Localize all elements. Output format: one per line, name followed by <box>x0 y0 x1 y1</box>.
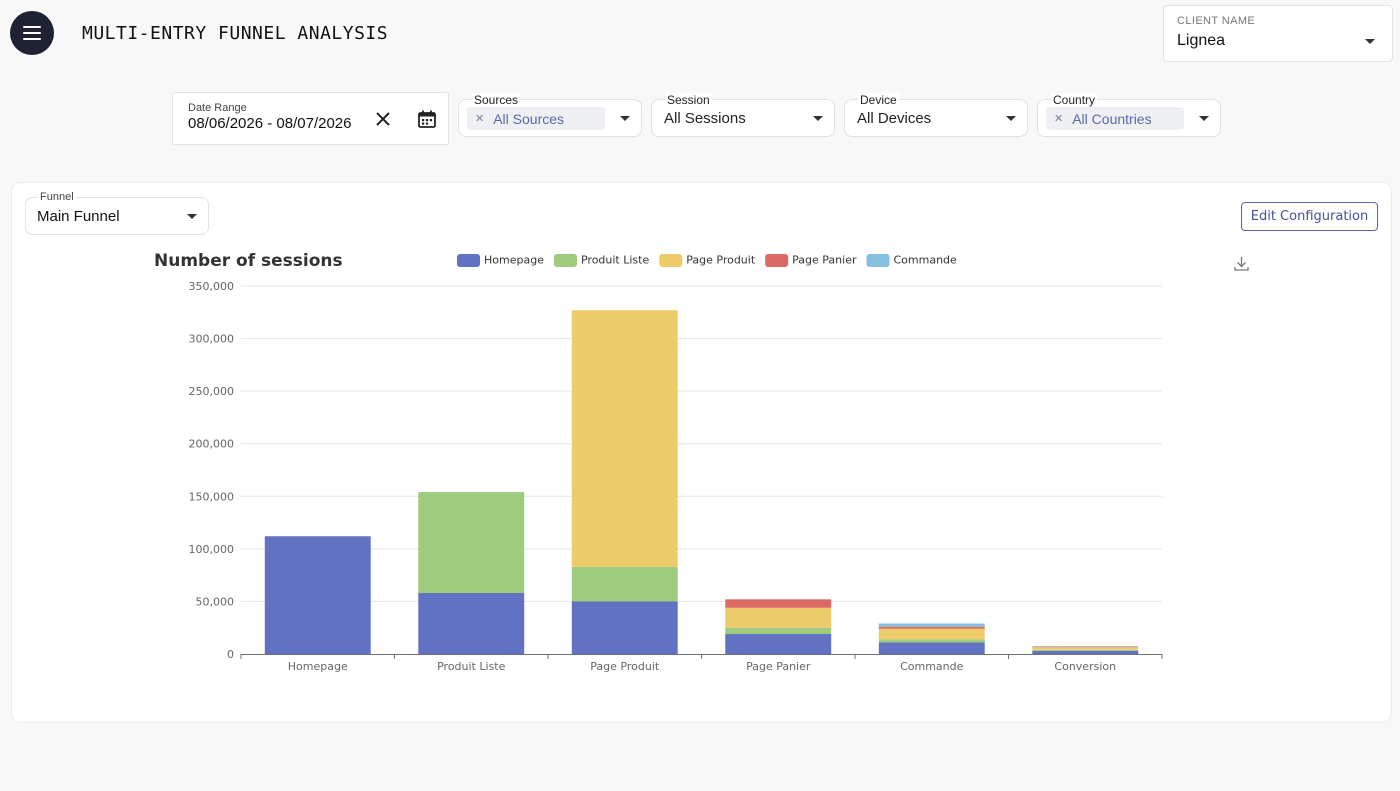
y-tick-label: 0 <box>227 648 234 661</box>
remove-chip-icon[interactable]: ✕ <box>1054 113 1064 125</box>
date-range-value: 08/06/2026 - 08/07/2026 <box>188 115 352 132</box>
legend-item[interactable]: Homepage <box>484 254 544 267</box>
x-tick-label: Conversion <box>1054 660 1116 673</box>
chart-card <box>11 182 1392 723</box>
legend-item[interactable]: Commande <box>893 254 957 267</box>
sources-chip[interactable]: ✕ All Sources <box>467 107 605 130</box>
session-value: All Sessions <box>664 110 746 127</box>
bar-segment[interactable] <box>725 634 832 654</box>
x-tick-label: Produit Liste <box>437 660 505 673</box>
calendar-icon[interactable] <box>417 109 437 129</box>
bar-segment[interactable] <box>1032 647 1139 650</box>
legend-swatch[interactable] <box>553 254 577 267</box>
sources-chip-label: All Sources <box>493 110 565 127</box>
legend-item[interactable]: Produit Liste <box>581 254 649 267</box>
bar-segment[interactable] <box>418 492 525 594</box>
x-tick-label: Commande <box>900 660 964 673</box>
chevron-down-icon <box>1199 116 1209 121</box>
client-name-select[interactable]: CLIENT NAME Lignea <box>1163 5 1393 62</box>
chevron-down-icon <box>1006 116 1016 121</box>
chevron-down-icon <box>187 214 197 219</box>
bar-segment[interactable] <box>571 310 678 567</box>
sources-label: Sources <box>472 93 521 107</box>
country-select[interactable]: Country ✕ All Countries <box>1037 93 1221 137</box>
chevron-down-icon <box>1365 39 1375 44</box>
date-range-label: Date Range <box>188 102 247 114</box>
bar-segment[interactable] <box>878 623 985 627</box>
legend-swatch[interactable] <box>765 254 789 267</box>
x-tick-label: Homepage <box>288 660 348 673</box>
bar-segment[interactable] <box>1032 649 1139 651</box>
close-icon[interactable] <box>374 110 392 128</box>
y-tick-label: 350,000 <box>189 280 235 293</box>
device-select[interactable]: Device All Devices <box>844 93 1028 137</box>
bar-segment[interactable] <box>1032 646 1139 647</box>
funnel-label: Funnel <box>38 191 76 203</box>
chevron-down-icon <box>813 116 823 121</box>
bar-segment[interactable] <box>878 639 985 643</box>
y-tick-label: 250,000 <box>189 385 235 398</box>
bar-segment[interactable] <box>264 536 371 654</box>
bar-segment[interactable] <box>725 607 832 628</box>
bar-segment[interactable] <box>1032 646 1139 648</box>
bar-segment[interactable] <box>725 627 832 635</box>
country-chip-label: All Countries <box>1072 110 1152 127</box>
x-tick-label: Page Panier <box>746 660 811 673</box>
hamburger-menu-icon <box>23 26 41 40</box>
funnel-select[interactable]: Funnel Main Funnel <box>25 191 209 235</box>
y-tick-label: 200,000 <box>189 438 235 451</box>
menu-button[interactable] <box>10 11 54 55</box>
client-name-label: CLIENT NAME <box>1177 15 1256 27</box>
device-label: Device <box>858 93 899 107</box>
y-tick-label: 150,000 <box>189 490 235 503</box>
sources-select[interactable]: Sources ✕ All Sources <box>458 93 642 137</box>
session-label: Session <box>665 93 712 107</box>
bar-segment[interactable] <box>878 628 985 640</box>
legend-swatch[interactable] <box>659 254 683 267</box>
bar-segment[interactable] <box>878 642 985 654</box>
chart-title: Number of sessions <box>154 251 343 271</box>
bar-segment[interactable] <box>725 599 832 608</box>
chevron-down-icon <box>620 116 630 121</box>
bar-segment[interactable] <box>571 566 678 602</box>
country-label: Country <box>1051 93 1098 107</box>
y-tick-label: 100,000 <box>189 543 235 556</box>
remove-chip-icon[interactable]: ✕ <box>475 113 485 125</box>
legend-swatch[interactable] <box>866 254 890 267</box>
x-tick-label: Page Produit <box>590 660 660 673</box>
bar-segment[interactable] <box>418 593 525 654</box>
legend-item[interactable]: Page Produit <box>686 254 756 267</box>
legend-item[interactable]: Page Panier <box>792 254 857 267</box>
country-chip[interactable]: ✕ All Countries <box>1046 107 1184 130</box>
download-icon[interactable] <box>1233 255 1250 272</box>
bar-segment[interactable] <box>1032 650 1139 654</box>
legend-swatch[interactable] <box>457 254 480 267</box>
client-name-value: Lignea <box>1177 32 1226 49</box>
date-range-picker[interactable]: Date Range 08/06/2026 - 08/07/2026 <box>172 92 449 145</box>
y-tick-label: 50,000 <box>196 595 235 608</box>
bar-segment[interactable] <box>571 601 678 654</box>
session-select[interactable]: Session All Sessions <box>651 93 835 137</box>
bar-segment[interactable] <box>878 626 985 629</box>
device-value: All Devices <box>857 110 932 127</box>
edit-configuration-button[interactable]: Edit Configuration <box>1241 202 1378 231</box>
funnel-value: Main Funnel <box>37 208 120 225</box>
page-title: MULTI-ENTRY FUNNEL ANALYSIS <box>82 23 389 44</box>
y-tick-label: 300,000 <box>189 333 235 346</box>
